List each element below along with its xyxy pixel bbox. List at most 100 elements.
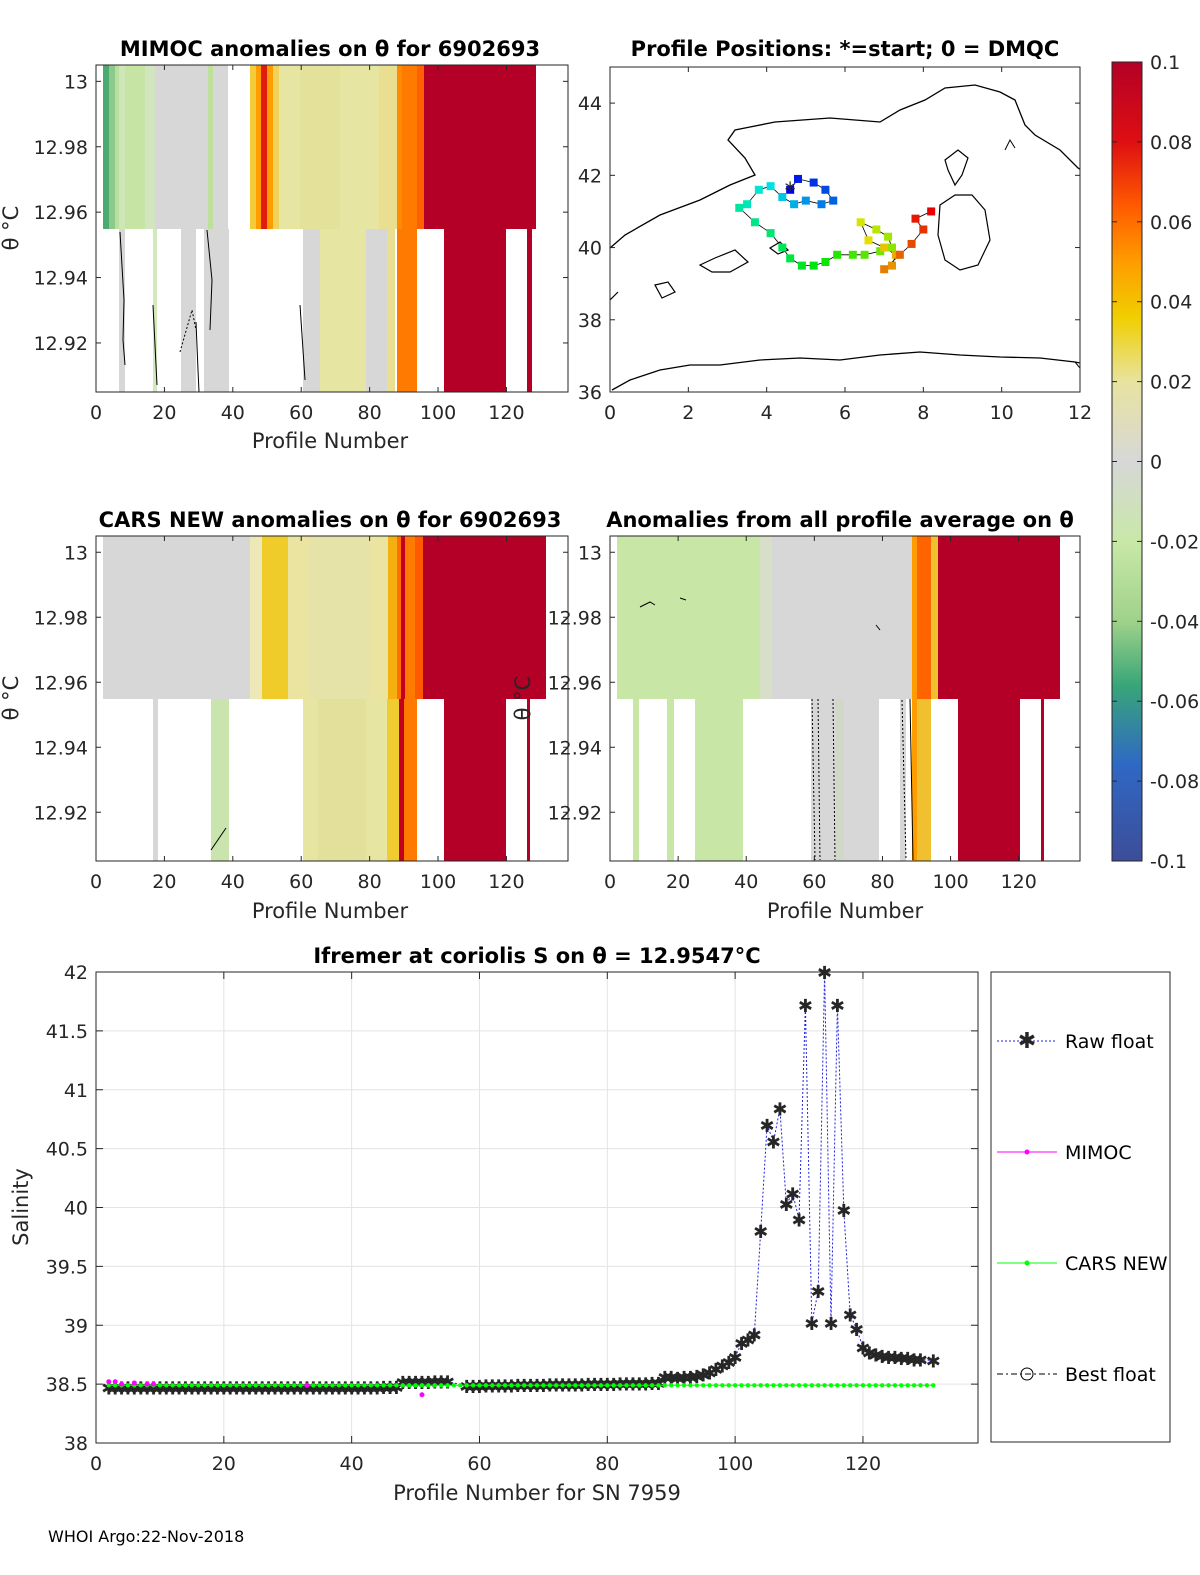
x-tick-label: 80 [870,871,894,893]
colorbar-tick-label: -0.1 [1150,851,1187,873]
x-tick-label: 12 [1068,402,1092,424]
mimoc-xlabel: Profile Number [252,429,409,453]
raw-float-point: ✱ [344,1379,359,1400]
cars-point [176,1383,182,1388]
track-point [801,196,810,205]
legend-raw-marker: ✱ [1018,1029,1036,1054]
raw-float-point: ✱ [887,1348,902,1369]
cars-point [867,1383,872,1388]
raw-float-point: ✱ [370,1378,385,1399]
track-point [778,243,787,252]
raw-float-point: ✱ [817,963,832,984]
raw-float-point: ✱ [133,1379,148,1400]
raw-float-point: ✱ [728,1348,743,1369]
x-tick-label: 4 [761,402,773,424]
cars-point [323,1383,329,1388]
positions-axes: 0 2 4 6 8 10 12 44 42 40 38 36 [578,66,1092,424]
colorbar-tick-label: -0.04 [1150,611,1199,633]
raw-float-point: ✱ [843,1306,858,1327]
raw-float-point: ✱ [165,1379,180,1400]
cars-point [458,1383,463,1388]
cars-title: CARS NEW anomalies on θ for 6902693 [99,508,562,532]
y-tick-label: 39 [64,1315,88,1337]
cars-point [375,1383,380,1388]
raw-float-point: ✱ [306,1379,321,1400]
x-tick-label: 10 [990,402,1014,424]
x-tick-label: 80 [358,402,382,424]
track-point [786,185,795,194]
mimoc-heatmap [103,65,536,393]
raw-float-point: ✱ [830,996,845,1017]
track-point [888,261,896,270]
cars-point [560,1383,565,1388]
legend-cars-label: CARS NEW [1065,1253,1168,1275]
raw-float-point: ✱ [836,1201,851,1222]
cars-point [483,1383,489,1388]
track-point [809,261,818,270]
track-point [919,225,928,234]
colorbar-tick-label: 0.04 [1150,292,1192,314]
y-tick-label: 39.5 [46,1256,88,1278]
salinity-panel: Ifremer at coriolis S on θ = 12.9547°C ✱… [9,944,1171,1505]
cars-point [630,1383,636,1388]
cars-point [579,1383,584,1388]
raw-float-point: ✱ [223,1379,238,1400]
allavg-title: Anomalies from all profile average on θ [606,508,1074,532]
raw-float-point: ✱ [319,1379,334,1400]
raw-float-point: ✱ [146,1379,161,1400]
raw-float-point: ✱ [293,1379,308,1400]
colorbar-tick-label: 0.08 [1150,132,1192,154]
raw-float-point: ✱ [389,1378,404,1399]
track-point [833,250,842,259]
cars-point [368,1383,374,1388]
x-tick-label: 0 [90,1453,102,1475]
y-tick-label: 12.94 [34,737,88,759]
cars-point [624,1383,629,1388]
cars-point [931,1383,936,1388]
cars-point [688,1383,693,1388]
y-tick-label: 38.5 [46,1374,88,1396]
cars-point [355,1383,361,1388]
track-point [766,182,775,191]
legend-box [990,971,1171,1443]
x-tick-label: 20 [152,402,176,424]
y-tick-label: 38 [64,1433,88,1455]
raw-float-point: ✱ [785,1184,800,1205]
raw-float-point: ✱ [376,1378,391,1399]
colorbar-tick-label: 0.1 [1150,52,1180,74]
positions-panel: Profile Positions: *=start; 0 = DMQC * 0… [578,37,1092,424]
raw-float-point: ✱ [255,1379,270,1400]
raw-float-point: ✱ [900,1349,915,1370]
x-tick-label: 80 [358,871,382,893]
cars-point [777,1383,783,1388]
track-point [809,178,818,187]
mimoc-panel: MIMOC anomalies on θ for 6902693 [0,37,569,453]
x-tick-label: 6 [839,402,851,424]
legend-cars-marker [1024,1260,1030,1266]
salinity-title: Ifremer at coriolis S on θ = 12.9547°C [313,944,760,968]
cars-point [899,1383,904,1388]
track-point [786,254,795,263]
mimoc-point [106,1379,112,1385]
y-tick-label: 12.96 [548,672,602,694]
cars-ylabel: θ °C [0,676,23,721]
cars-point [432,1383,437,1388]
raw-float-point: ✱ [721,1353,736,1374]
raw-float-point: ✱ [216,1379,231,1400]
cars-point [860,1383,866,1388]
colorbar-tick-label: -0.08 [1150,771,1199,793]
cars-point [470,1383,476,1388]
cars-point [477,1383,482,1388]
raw-float-point: ✱ [798,996,813,1017]
track-point [766,229,775,238]
mimoc-point [119,1381,125,1387]
cars-point [592,1383,597,1388]
track-point [743,200,752,209]
y-tick-label: 36 [578,382,602,404]
raw-float-point: ✱ [715,1356,730,1377]
cars-point [311,1383,316,1388]
cars-point [451,1383,457,1388]
track-point [821,185,830,194]
salinity-legend: ✱ Raw float MIMOC CARS NEW Best float [990,971,1171,1443]
allavg-axes: 0 20 40 60 80 100 120 13 12.98 12.96 12.94 12.92 [548,535,1081,893]
